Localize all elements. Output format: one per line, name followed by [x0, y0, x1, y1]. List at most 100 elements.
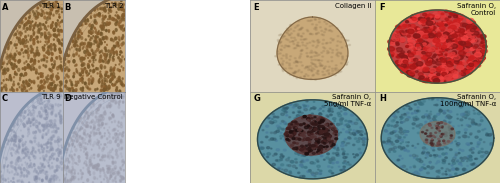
Circle shape: [79, 30, 81, 33]
Circle shape: [100, 74, 102, 77]
Circle shape: [418, 21, 422, 23]
Circle shape: [49, 46, 50, 47]
Circle shape: [41, 114, 42, 116]
Circle shape: [326, 123, 328, 124]
Circle shape: [19, 52, 21, 55]
Circle shape: [114, 120, 116, 123]
Circle shape: [296, 147, 300, 149]
Circle shape: [290, 160, 294, 163]
Circle shape: [472, 25, 476, 28]
Circle shape: [124, 28, 126, 31]
Circle shape: [465, 111, 468, 113]
Circle shape: [459, 56, 463, 58]
Circle shape: [102, 169, 104, 171]
Circle shape: [32, 10, 34, 12]
Circle shape: [104, 172, 105, 174]
Circle shape: [331, 159, 334, 160]
Circle shape: [25, 151, 26, 154]
Circle shape: [30, 67, 32, 69]
Circle shape: [334, 68, 336, 69]
Circle shape: [424, 67, 429, 71]
Circle shape: [414, 49, 416, 50]
Circle shape: [38, 111, 40, 114]
Circle shape: [302, 119, 304, 120]
Circle shape: [424, 142, 427, 144]
Circle shape: [452, 58, 460, 62]
Circle shape: [310, 149, 312, 151]
Circle shape: [321, 141, 324, 143]
Circle shape: [55, 130, 57, 134]
Circle shape: [10, 147, 12, 150]
Circle shape: [23, 116, 25, 119]
Circle shape: [303, 115, 306, 118]
Circle shape: [86, 124, 87, 127]
Circle shape: [48, 165, 50, 167]
Circle shape: [28, 83, 30, 86]
Circle shape: [90, 144, 91, 145]
Circle shape: [340, 169, 342, 171]
Circle shape: [103, 147, 104, 150]
Circle shape: [438, 141, 440, 142]
Circle shape: [16, 88, 18, 91]
Circle shape: [426, 33, 432, 36]
Circle shape: [423, 70, 426, 72]
Circle shape: [14, 140, 16, 142]
Circle shape: [412, 18, 416, 21]
Circle shape: [422, 131, 424, 133]
Circle shape: [122, 14, 124, 17]
Circle shape: [433, 79, 440, 83]
Circle shape: [14, 57, 16, 58]
Circle shape: [444, 110, 446, 111]
Circle shape: [442, 140, 444, 142]
Circle shape: [27, 123, 28, 124]
Circle shape: [104, 110, 106, 112]
Circle shape: [426, 61, 432, 66]
Circle shape: [310, 139, 312, 140]
Circle shape: [44, 159, 45, 160]
Circle shape: [60, 139, 62, 140]
Circle shape: [44, 87, 46, 89]
Circle shape: [314, 51, 316, 53]
Circle shape: [284, 122, 286, 124]
Circle shape: [23, 82, 24, 84]
Circle shape: [109, 127, 110, 128]
Circle shape: [440, 126, 443, 127]
Circle shape: [110, 175, 112, 177]
Circle shape: [90, 76, 92, 77]
Circle shape: [448, 23, 451, 25]
Circle shape: [444, 32, 449, 36]
Circle shape: [117, 78, 119, 81]
Circle shape: [38, 53, 40, 56]
Circle shape: [270, 122, 273, 124]
Circle shape: [424, 43, 426, 45]
Circle shape: [477, 34, 481, 37]
Circle shape: [338, 107, 342, 109]
Circle shape: [36, 125, 38, 128]
Circle shape: [55, 1, 57, 3]
Circle shape: [289, 171, 292, 173]
Circle shape: [452, 27, 456, 30]
Circle shape: [458, 143, 460, 144]
Circle shape: [46, 5, 47, 7]
Circle shape: [436, 61, 442, 65]
Circle shape: [14, 64, 15, 66]
Circle shape: [407, 116, 410, 118]
Circle shape: [418, 143, 419, 144]
Circle shape: [286, 62, 288, 63]
Circle shape: [295, 47, 296, 48]
Circle shape: [466, 34, 471, 38]
Circle shape: [434, 68, 438, 70]
Circle shape: [410, 25, 414, 27]
Circle shape: [436, 126, 439, 127]
Circle shape: [25, 147, 27, 150]
Circle shape: [38, 89, 40, 91]
Circle shape: [440, 66, 444, 69]
Circle shape: [38, 88, 40, 91]
Circle shape: [316, 139, 320, 141]
Circle shape: [58, 22, 59, 25]
Circle shape: [303, 132, 304, 133]
Circle shape: [46, 106, 48, 109]
Circle shape: [276, 125, 280, 127]
Circle shape: [118, 170, 120, 173]
Circle shape: [64, 59, 66, 60]
